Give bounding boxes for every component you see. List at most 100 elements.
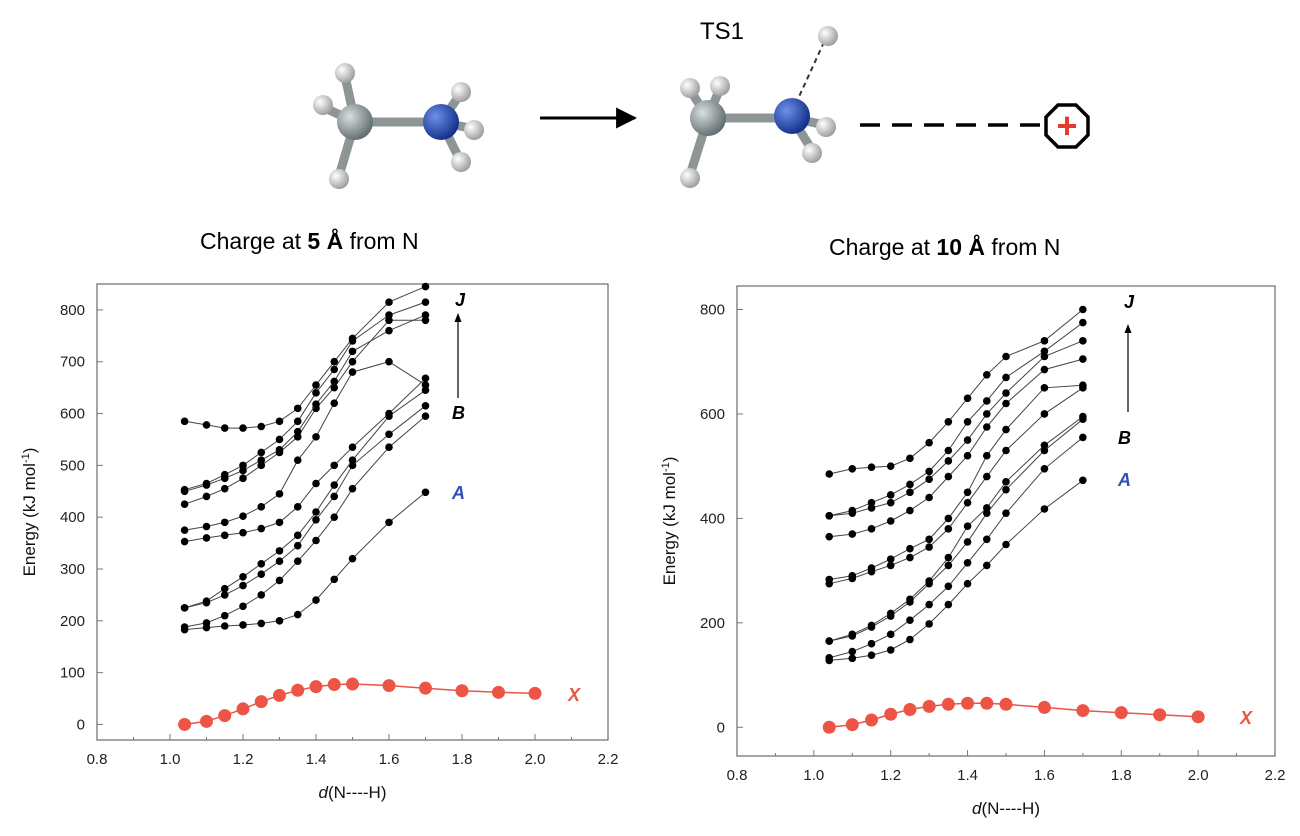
excited-state-point [348, 357, 357, 366]
ground-state-point [845, 718, 859, 732]
excited-state-point [925, 577, 933, 585]
excited-state-point [963, 417, 972, 426]
excited-state-point [944, 553, 953, 562]
excited-state-point [1079, 476, 1087, 485]
excited-state-point [293, 610, 302, 619]
excited-state-point [330, 481, 339, 489]
excited-state-point [867, 639, 876, 648]
excited-state-point [1079, 337, 1087, 345]
y-tick-label: 500 [60, 457, 85, 474]
excited-state-point [239, 581, 247, 590]
y-tick-label: 800 [700, 302, 725, 319]
excited-state-point [180, 526, 189, 534]
x-tick-label: 2.2 [1265, 767, 1286, 784]
excited-state-point [867, 463, 876, 472]
x-axis-label: d(N----H) [972, 799, 1040, 818]
excited-state-point [1002, 478, 1010, 486]
excited-state-point [421, 381, 430, 389]
excited-state-point [330, 399, 339, 407]
excited-state-point [312, 508, 320, 516]
panel-title-left: Charge at 5 Å from N [200, 228, 419, 254]
y-tick-label: 0 [717, 719, 725, 736]
y-tick-label: 800 [60, 302, 85, 319]
excited-state-point [982, 561, 991, 570]
charge-plus-sign: + [1056, 105, 1077, 146]
excited-state-point [825, 470, 834, 478]
excited-state-point [925, 475, 933, 484]
ground-state-point [961, 696, 975, 710]
excited-state-point [239, 424, 247, 432]
excited-state-point [886, 517, 895, 525]
excited-state-point [348, 456, 357, 464]
excited-state-point [944, 514, 953, 523]
excited-state-point [220, 622, 229, 630]
excited-state-point [982, 397, 991, 405]
excited-state-point [385, 357, 393, 366]
excited-state-point [293, 427, 302, 436]
excited-state-point [275, 435, 284, 444]
excited-state-point [1040, 365, 1049, 374]
x-tick-label: 1.0 [803, 767, 824, 784]
excited-state-point [925, 600, 933, 609]
ground-state-point [865, 713, 878, 727]
excited-state-point [848, 530, 857, 538]
excited-state-point [886, 609, 895, 618]
excited-state-point [202, 619, 211, 627]
series-label-a: A [1117, 470, 1131, 490]
excited-state-point [944, 417, 953, 426]
excited-state-point [906, 480, 914, 489]
ground-state-point [309, 680, 323, 694]
ground-state-point [419, 681, 432, 695]
excited-state-point [312, 389, 320, 397]
x-tick-label: 1.2 [233, 751, 254, 768]
excited-state-point [421, 374, 430, 383]
excited-state-point [944, 457, 953, 465]
excited-state-point [925, 467, 933, 476]
reactant-molecule [313, 63, 484, 189]
excited-state-point [1079, 381, 1087, 390]
ground-state-point [922, 699, 936, 713]
excited-state-point [1040, 505, 1049, 513]
excited-state-point [1002, 446, 1010, 455]
ground-state-point [1114, 706, 1128, 720]
ground-state-point [941, 697, 955, 711]
y-tick-label: 700 [60, 354, 85, 371]
series-label-x: X [567, 685, 581, 705]
excited-state-point [275, 446, 284, 454]
ground-state-point [1037, 700, 1051, 714]
series-label-j: J [455, 290, 466, 310]
excited-state-point [257, 570, 266, 578]
x-tick-label: 1.8 [452, 751, 473, 768]
excited-state-point [1002, 352, 1010, 361]
hydrogen-atom [335, 63, 355, 83]
excited-state-point [293, 503, 302, 511]
ground-state-point [980, 696, 994, 710]
excited-state-point [239, 512, 247, 520]
excited-state-point [202, 534, 211, 542]
series-label-a: A [451, 483, 465, 503]
excited-state-point [963, 522, 972, 531]
excited-state-point [886, 498, 895, 507]
excited-state-point [293, 531, 302, 540]
ground-state-point [327, 678, 341, 692]
excited-state-point [293, 456, 302, 464]
excited-state-point [982, 451, 991, 460]
carbon-atom [690, 100, 726, 136]
excited-state-point [1040, 352, 1049, 361]
excited-state-point [963, 451, 972, 460]
excited-state-point [239, 461, 247, 470]
excited-state-point [886, 555, 895, 563]
excited-state-point [275, 490, 284, 498]
excited-state-point [1040, 347, 1049, 356]
excited-state-point [825, 575, 834, 584]
series-label-x: X [1239, 708, 1253, 728]
excited-state-point [348, 347, 357, 356]
y-tick-label: 600 [60, 406, 85, 423]
excited-state-point [312, 536, 320, 545]
excited-state-point [1079, 318, 1087, 327]
excited-state-point [293, 404, 302, 413]
excited-state-point [421, 282, 430, 291]
excited-state-point [202, 492, 211, 501]
hydrogen-atom [313, 95, 333, 115]
excited-state-point [257, 591, 266, 599]
